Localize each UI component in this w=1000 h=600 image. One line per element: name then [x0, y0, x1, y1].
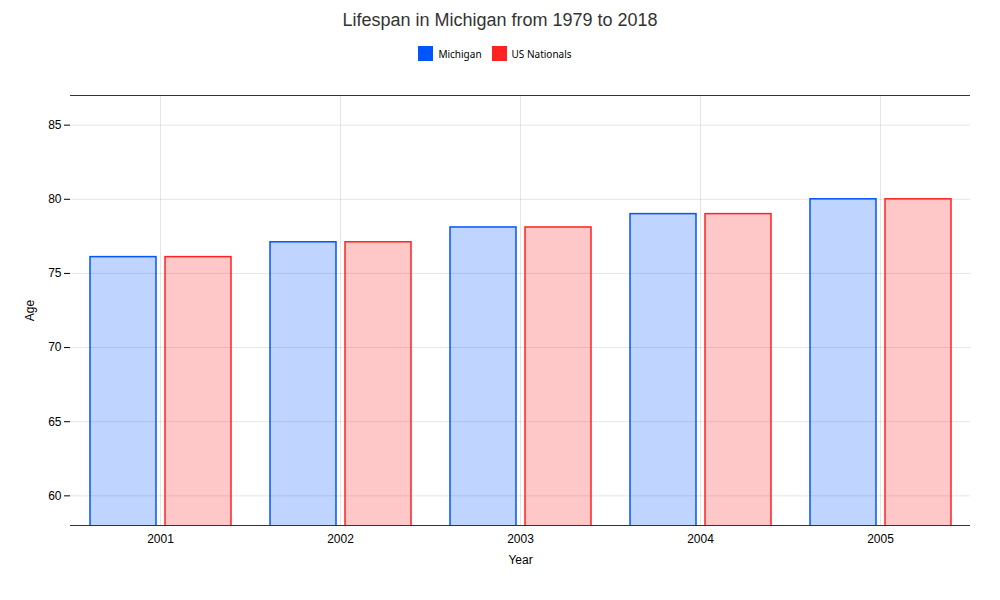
- svg-text:2005: 2005: [867, 532, 894, 546]
- html-text:US Nationals: US Nationals: [511, 46, 572, 61]
- html-text:Lifespan in Michigan from 1979: Lifespan in Michigan from 1979 to 2018: [342, 10, 658, 30]
- svg-text:2001: 2001: [147, 532, 174, 546]
- svg-text:70: 70: [48, 340, 62, 354]
- svg-text:80: 80: [48, 192, 62, 206]
- svg-text:2003: 2003: [507, 532, 534, 546]
- svg-text:2004: 2004: [687, 532, 714, 546]
- svg-text:2002: 2002: [327, 532, 354, 546]
- svg-text:Year: Year: [508, 553, 532, 567]
- svg-text:75: 75: [48, 266, 62, 280]
- html-text:Michigan: Michigan: [438, 46, 482, 61]
- svg-text:85: 85: [48, 118, 62, 132]
- svg-text:60: 60: [48, 489, 62, 503]
- svg-text:Age: Age: [23, 300, 37, 322]
- svg-text:65: 65: [48, 415, 62, 429]
